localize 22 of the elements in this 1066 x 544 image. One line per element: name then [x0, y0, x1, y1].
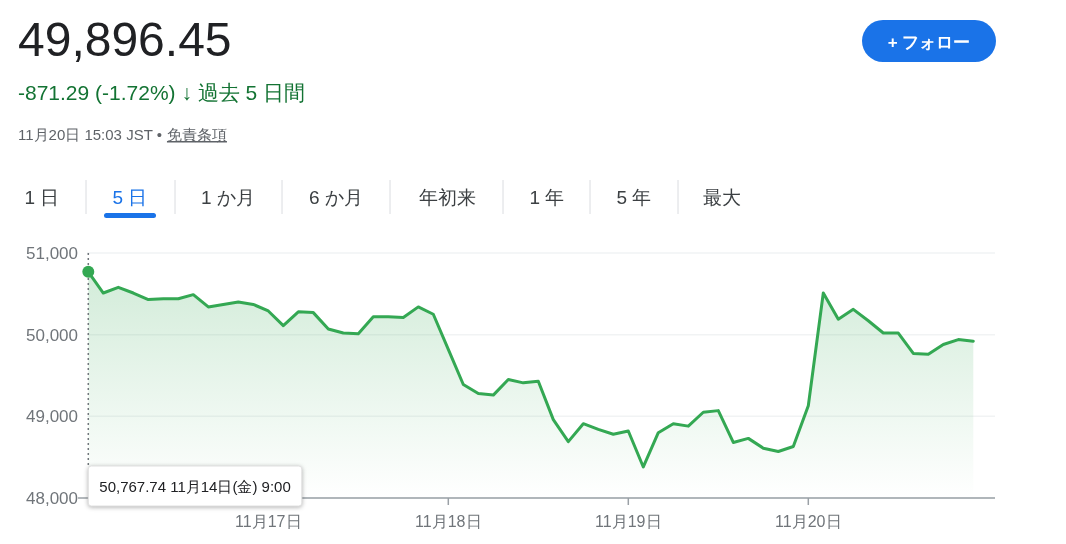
x-tick-label: 11月17日 — [235, 513, 302, 530]
text: 5 日 — [112, 187, 148, 208]
chart-subtitle: -871.29 (-1.72%) ↓ 過去 5 日間 — [18, 81, 306, 104]
y-tick-label: 49,000 — [26, 407, 78, 427]
y-tick-label: 51,000 — [26, 244, 78, 263]
x-tick-label: 11月20日 — [775, 513, 842, 530]
annotation: 50,767.74 11月14日(金) 9:00 — [99, 478, 291, 495]
chart-title: 49,896.45 — [18, 13, 232, 66]
x-tick-label: 11月18日 — [415, 513, 482, 530]
text: 免責条項 — [166, 126, 227, 143]
text: + フォロー — [887, 33, 971, 52]
text: 6 か月 — [309, 187, 363, 208]
text: 最大 — [703, 187, 741, 208]
x-tick-label: 11月19日 — [595, 513, 662, 530]
text: 1 か月 — [201, 187, 255, 208]
y-tick-label: 48,000 — [26, 489, 78, 508]
text: 5 年 — [616, 187, 652, 208]
text: 11月20日 15:03 JST • — [18, 126, 162, 143]
text: 1 日 — [24, 187, 60, 208]
text: 年初来 — [418, 187, 476, 208]
text: 1 年 — [529, 187, 565, 208]
y-tick-label: 50,000 — [26, 325, 78, 345]
